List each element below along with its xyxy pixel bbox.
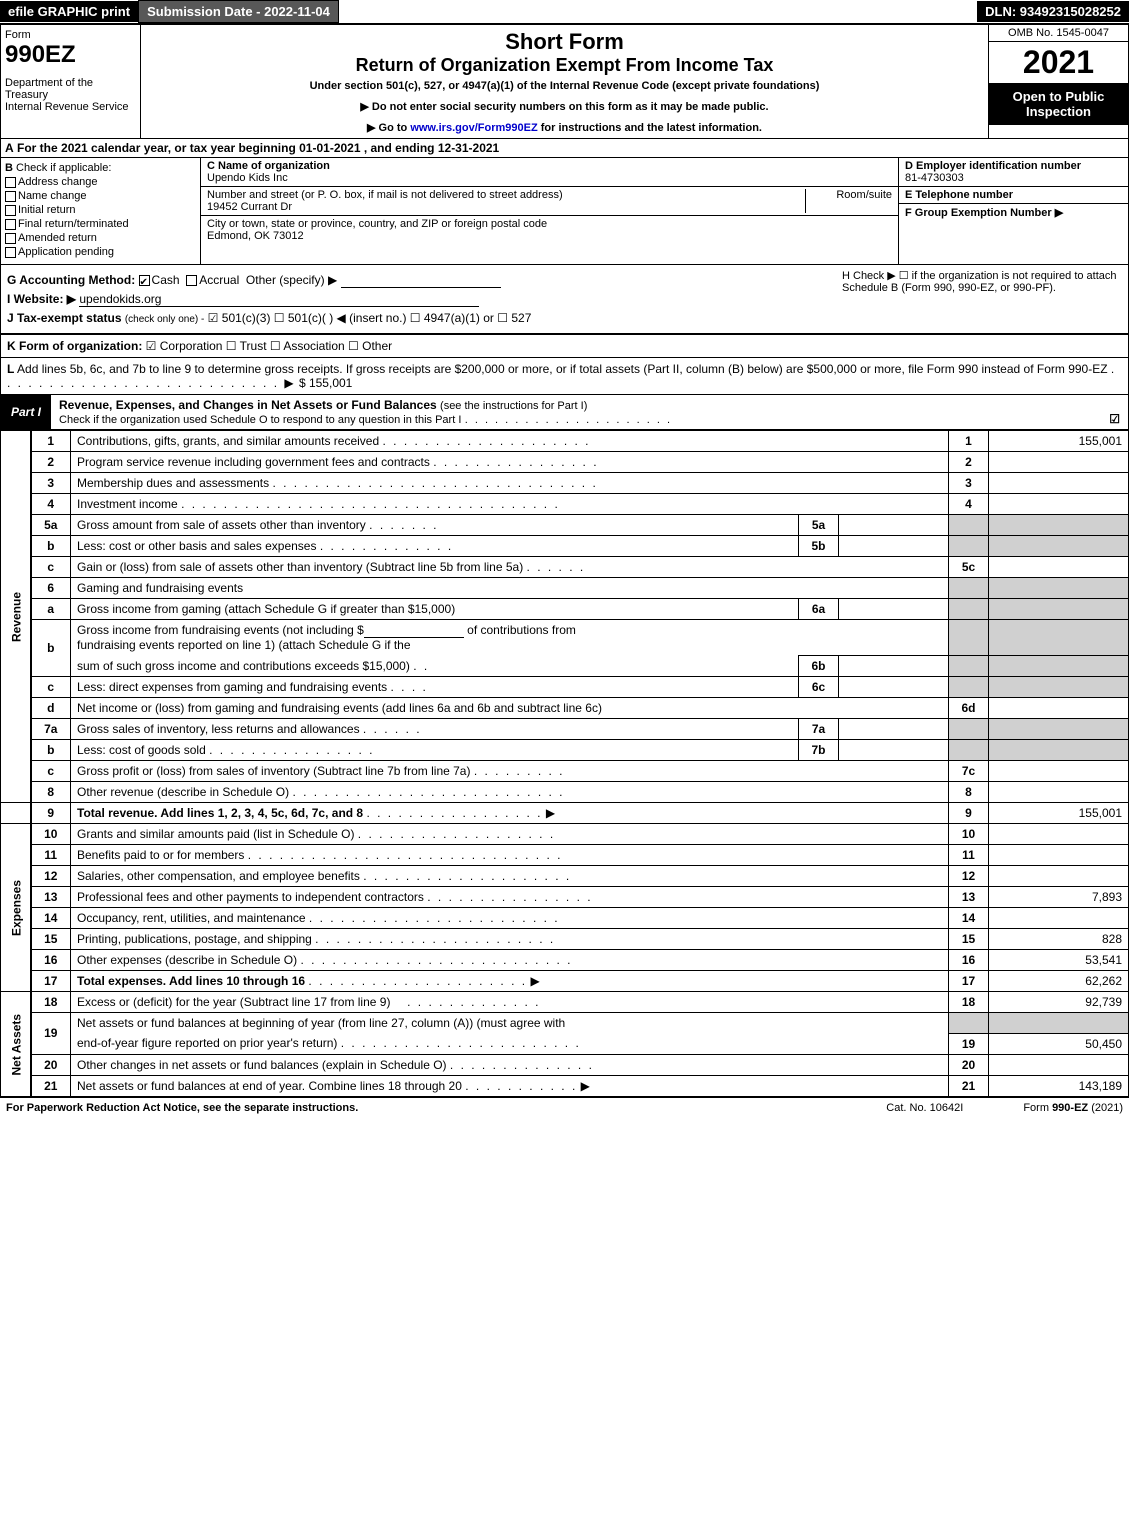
row-a: A For the 2021 calendar year, or tax yea… — [0, 139, 1129, 158]
form-number: 990EZ — [5, 41, 136, 69]
l-amount: $ 155,001 — [299, 376, 352, 390]
line-i: I Website: ▶ upendokids.org — [7, 292, 1122, 307]
header-left: Form 990EZ Department of the Treasury In… — [1, 25, 141, 138]
chk-final[interactable]: Final return/terminated — [5, 218, 196, 230]
ln1-ln: 1 — [949, 431, 989, 452]
j-sub: (check only one) - — [125, 314, 204, 325]
chk-accrual[interactable] — [186, 275, 197, 286]
part1-tab: Part I — [1, 402, 51, 422]
f-label: F Group Exemption Number ▶ — [905, 207, 1063, 219]
part1-title: Revenue, Expenses, and Changes in Net As… — [51, 395, 1128, 429]
irs-link[interactable]: www.irs.gov/Form990EZ — [410, 122, 537, 134]
footer: For Paperwork Reduction Act Notice, see … — [0, 1097, 1129, 1118]
chk-pending[interactable]: Application pending — [5, 246, 196, 258]
side-netassets: Net Assets — [1, 992, 31, 1097]
instr-goto-post: for instructions and the latest informat… — [538, 122, 762, 134]
part1-header: Part I Revenue, Expenses, and Changes in… — [0, 395, 1129, 430]
label-b: B — [5, 162, 13, 174]
instr-ssn: ▶ Do not enter social security numbers o… — [145, 100, 984, 113]
under-section: Under section 501(c), 527, or 4947(a)(1)… — [145, 80, 984, 92]
l-text: Add lines 5b, 6c, and 7b to line 9 to de… — [17, 362, 1108, 376]
form-word: Form — [5, 29, 136, 41]
chk-initial[interactable]: Initial return — [5, 204, 196, 216]
top-bar: efile GRAPHIC print Submission Date - 20… — [0, 0, 1129, 23]
k-label: K Form of organization: — [7, 339, 142, 353]
c-name-value: Upendo Kids Inc — [207, 172, 892, 184]
ln1-num: 1 — [31, 431, 71, 452]
paperwork-notice: For Paperwork Reduction Act Notice, see … — [6, 1102, 358, 1114]
j-label: J Tax-exempt status — [7, 311, 122, 325]
col-b-title: Check if applicable: — [16, 162, 111, 174]
l-label: L — [7, 362, 14, 376]
k-text: ☑ Corporation ☐ Trust ☐ Association ☐ Ot… — [146, 339, 392, 353]
line-k: K Form of organization: ☑ Corporation ☐ … — [0, 334, 1129, 358]
instr-goto: ▶ Go to www.irs.gov/Form990EZ for instru… — [145, 121, 984, 134]
c-street-label: Number and street (or P. O. box, if mail… — [207, 189, 805, 201]
d-value: 81-4730303 — [905, 172, 964, 184]
col-b: B Check if applicable: Address change Na… — [1, 158, 201, 264]
form-ref: Form 990-EZ (2021) — [1023, 1102, 1123, 1114]
instr-goto-pre: ▶ Go to — [367, 122, 410, 134]
c-name-label: C Name of organization — [207, 160, 892, 172]
i-label: I Website: ▶ — [7, 292, 76, 306]
j-text: ☑ 501(c)(3) ☐ 501(c)( ) ◀ (insert no.) ☐… — [208, 311, 532, 325]
department-label: Department of the Treasury Internal Reve… — [5, 77, 136, 113]
chk-name[interactable]: Name change — [5, 190, 196, 202]
chk-amended[interactable]: Amended return — [5, 232, 196, 244]
i-value: upendokids.org — [79, 292, 161, 306]
omb-number: OMB No. 1545-0047 — [989, 25, 1128, 42]
open-inspection: Open to Public Inspection — [989, 83, 1128, 125]
d-label: D Employer identification number — [905, 160, 1081, 172]
col-c: C Name of organization Upendo Kids Inc N… — [201, 158, 898, 264]
tax-year: 2021 — [989, 42, 1128, 83]
main-table: Revenue 1 Contributions, gifts, grants, … — [0, 430, 1129, 1097]
side-revenue: Revenue — [1, 431, 31, 803]
side-expenses: Expenses — [1, 824, 31, 992]
g-label: G Accounting Method: — [7, 273, 135, 287]
h-box: H Check ▶ ☐ if the organization is not r… — [842, 269, 1122, 294]
row-a-text: For the 2021 calendar year, or tax year … — [17, 141, 499, 155]
ln1-amt: 155,001 — [989, 431, 1129, 452]
form-header: Form 990EZ Department of the Treasury In… — [0, 23, 1129, 139]
chk-cash[interactable] — [139, 275, 150, 286]
c-street-value: 19452 Currant Dr — [207, 201, 292, 213]
title-short-form: Short Form — [145, 29, 984, 55]
line-j: J Tax-exempt status (check only one) - ☑… — [7, 311, 1122, 325]
title-return: Return of Organization Exempt From Incom… — [145, 55, 984, 76]
line-l: L Add lines 5b, 6c, and 7b to line 9 to … — [0, 358, 1129, 395]
cat-no: Cat. No. 10642I — [886, 1102, 963, 1114]
dln-label: DLN: 93492315028252 — [977, 1, 1129, 22]
c-room: Room/suite — [805, 189, 892, 213]
chk-address[interactable]: Address change — [5, 176, 196, 188]
c-city-value: Edmond, OK 73012 — [207, 230, 892, 242]
header-middle: Short Form Return of Organization Exempt… — [141, 25, 988, 138]
ln1-desc: Contributions, gifts, grants, and simila… — [71, 431, 949, 452]
submission-date: Submission Date - 2022-11-04 — [138, 0, 339, 23]
bc-row: B Check if applicable: Address change Na… — [0, 158, 1129, 265]
efile-label: efile GRAPHIC print — [0, 1, 138, 22]
header-right: OMB No. 1545-0047 2021 Open to Public In… — [988, 25, 1128, 138]
g-other: Other (specify) ▶ — [246, 273, 337, 287]
ghij-block: G Accounting Method: Cash Accrual Other … — [0, 265, 1129, 334]
e-label: E Telephone number — [905, 189, 1013, 201]
c-city-label: City or town, state or province, country… — [207, 218, 892, 230]
label-a: A — [5, 141, 14, 155]
col-de: D Employer identification number 81-4730… — [898, 158, 1128, 264]
part1-checkbox[interactable]: ☑ — [1109, 412, 1120, 426]
